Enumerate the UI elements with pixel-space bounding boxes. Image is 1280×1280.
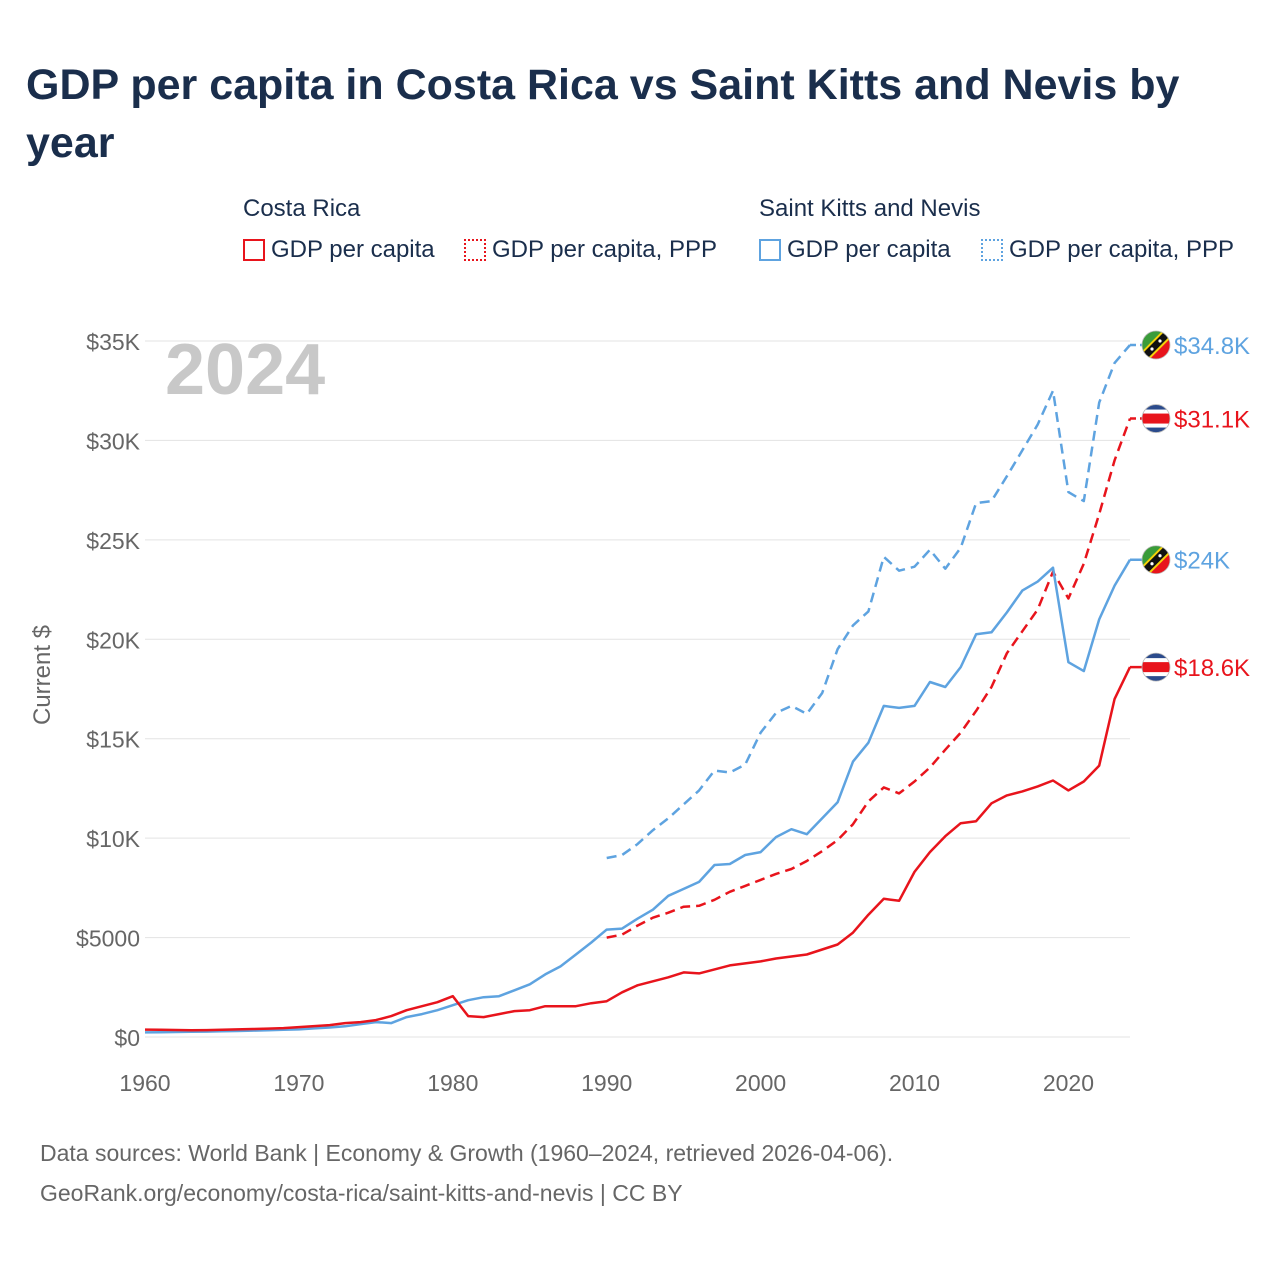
series-line-costa-rica-gdp[interactable] — [144, 666, 1132, 1032]
y-tick-label: $35K — [86, 329, 140, 355]
legend-group-saint-kitts: Saint Kitts and Nevis — [759, 195, 981, 222]
x-tick-label: 1960 — [119, 1070, 170, 1096]
y-tick-label: $25K — [86, 528, 140, 554]
y-tick-label: $15K — [86, 727, 140, 753]
x-tick-label: 1980 — [427, 1070, 478, 1096]
legend-item-kn-ppp[interactable]: GDP per capita, PPP — [981, 235, 1234, 265]
footer-sources: Data sources: World Bank | Economy & Gro… — [40, 1140, 894, 1166]
x-tick-label: 1970 — [273, 1070, 324, 1096]
legend-swatch-solid-red — [243, 239, 265, 261]
costa-rica-flag-icon — [1142, 653, 1170, 682]
legend-group-costa-rica: Costa Rica — [243, 195, 361, 222]
series-end-label: $34.8K — [1174, 333, 1250, 360]
x-tick-label: 2020 — [1043, 1070, 1094, 1096]
axes: $0 $5000 $10K $15K $20K $25K $30K $35K 1960 1970 1… — [76, 329, 1094, 1096]
series-end-label: $24K — [1174, 548, 1230, 575]
saint-kitts-flag-icon — [1142, 545, 1170, 574]
y-axis-title: Current $ — [29, 625, 56, 725]
series-line-costa-rica-ppp[interactable] — [606, 418, 1132, 939]
legend-label-cr-gdp: GDP per capita — [271, 236, 435, 263]
gridlines — [145, 340, 1130, 1038]
y-tick-label: $10K — [86, 826, 140, 852]
legend-item-cr-gdp[interactable]: GDP per capita — [243, 235, 435, 265]
costa-rica-flag-icon — [1142, 404, 1170, 433]
year-watermark: 2024 — [165, 330, 325, 410]
y-tick-label: $5000 — [76, 926, 140, 952]
y-tick-label: $0 — [114, 1025, 140, 1051]
series-line-saint-kitts-and-nevis-gdp[interactable] — [144, 559, 1132, 1034]
legend-label-cr-ppp: GDP per capita, PPP — [492, 236, 717, 263]
series-end-label: $31.1K — [1174, 407, 1250, 434]
end-labels: $34.8K $31.1K $24K $18.6K — [1130, 330, 1250, 682]
x-tick-label: 2000 — [735, 1070, 786, 1096]
series-line-saint-kitts-and-nevis-ppp[interactable] — [606, 344, 1131, 860]
legend-swatch-dotted-red — [464, 239, 486, 261]
legend-label-kn-ppp: GDP per capita, PPP — [1009, 236, 1234, 263]
page-title: GDP per capita in Costa Rica vs Saint Ki… — [26, 61, 1180, 167]
x-tick-label: 2010 — [889, 1070, 940, 1096]
series-lines — [144, 344, 1132, 1034]
legend-swatch-dotted-blue — [981, 239, 1003, 261]
y-tick-label: $20K — [86, 627, 140, 653]
footer-link[interactable]: GeoRank.org/economy/costa-rica/saint-kit… — [40, 1180, 683, 1206]
legend-item-kn-gdp[interactable]: GDP per capita — [759, 235, 951, 265]
saint-kitts-flag-icon — [1142, 330, 1170, 359]
x-tick-label: 1990 — [581, 1070, 632, 1096]
y-tick-label: $30K — [86, 428, 140, 454]
legend-label-kn-gdp: GDP per capita — [787, 236, 951, 263]
series-end-label: $18.6K — [1174, 655, 1250, 682]
legend-item-cr-ppp[interactable]: GDP per capita, PPP — [464, 235, 717, 265]
legend-swatch-solid-blue — [759, 239, 781, 261]
